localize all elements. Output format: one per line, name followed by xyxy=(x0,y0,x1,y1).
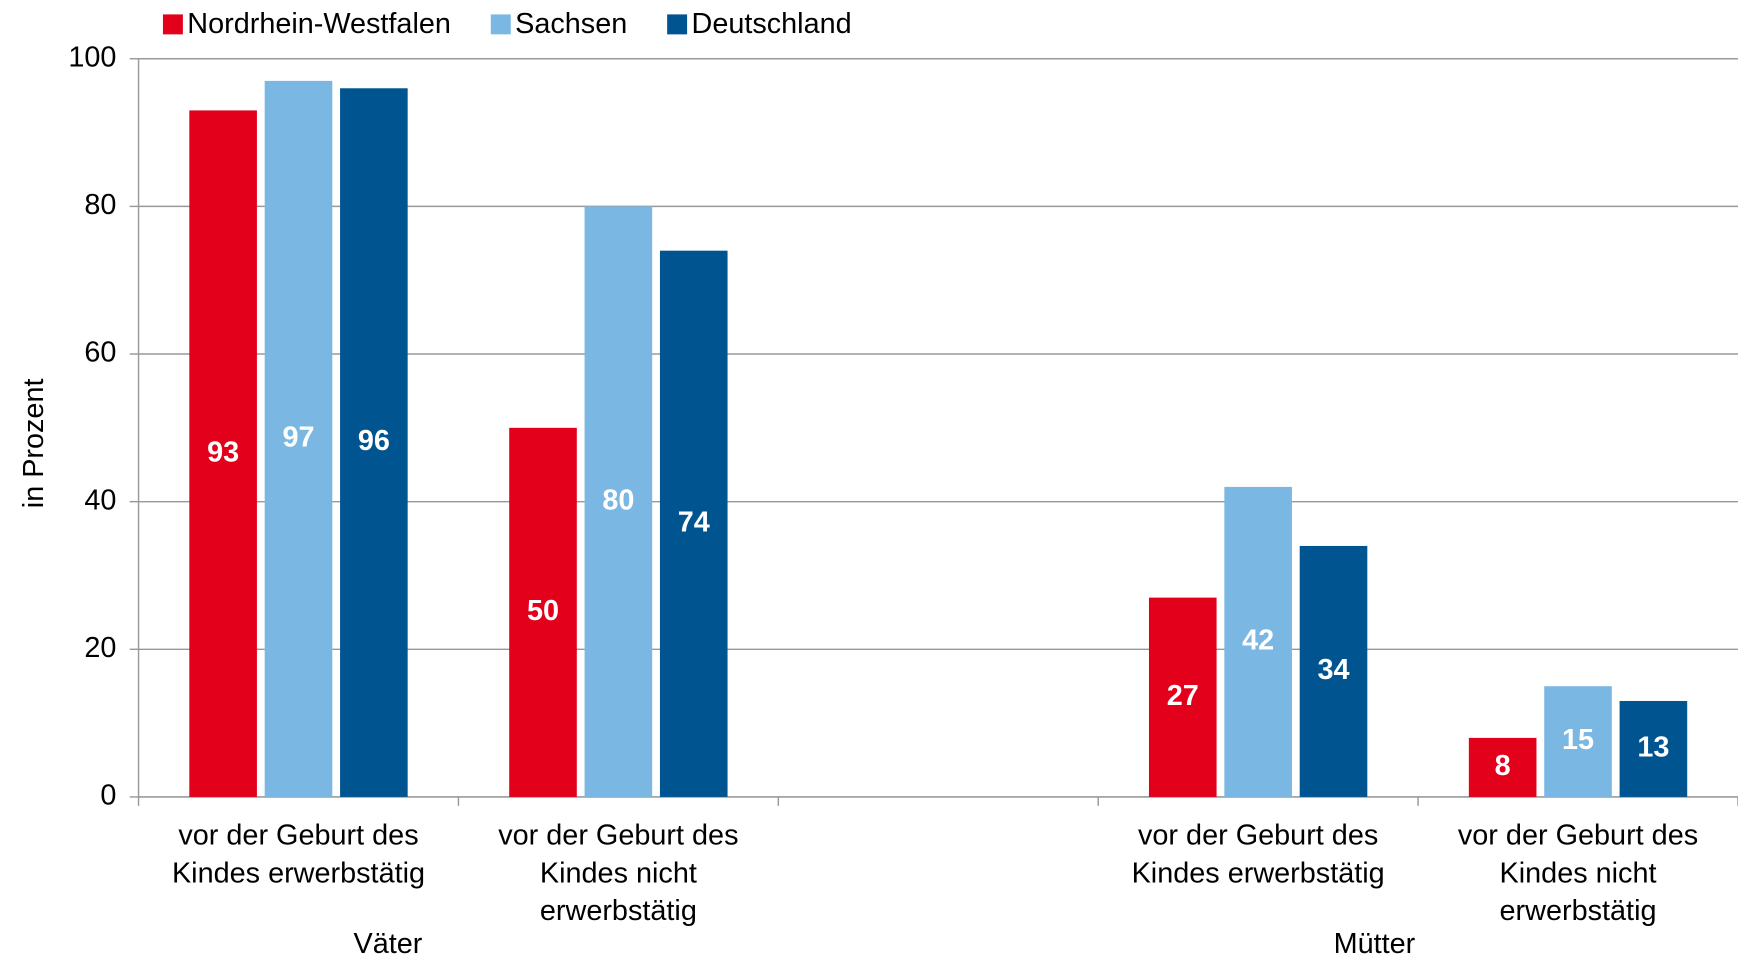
bar xyxy=(1148,597,1217,797)
y-tick-label: 80 xyxy=(84,189,116,221)
legend-label: Sachsen xyxy=(515,8,627,40)
x-tick-label: vor der Geburt des Kindes erwerbstätig xyxy=(171,817,426,889)
x-tick-label: vor der Geburt des Kindes nicht erwerbst… xyxy=(1457,817,1699,927)
data-label: 15 xyxy=(1562,724,1594,756)
data-label: 74 xyxy=(678,506,710,538)
legend-swatch xyxy=(667,14,688,35)
bar xyxy=(1299,545,1368,797)
data-label: 13 xyxy=(1637,732,1669,764)
x-tick-label: vor der Geburt des Kindes erwerbstätig xyxy=(1131,817,1385,889)
group-label: Väter xyxy=(353,926,423,960)
y-tick-label: 60 xyxy=(84,337,116,369)
data-label: 80 xyxy=(602,484,634,516)
data-label: 42 xyxy=(1242,625,1274,657)
y-tick-label: 0 xyxy=(100,780,116,812)
x-tick-label: vor der Geburt des Kindes nicht erwerbst… xyxy=(498,817,739,927)
y-tick-label: 20 xyxy=(84,632,116,664)
bar xyxy=(340,88,408,797)
bar xyxy=(1544,686,1612,797)
data-label: 96 xyxy=(358,425,390,457)
group-label: Mütter xyxy=(1333,926,1416,960)
data-label: 97 xyxy=(282,422,314,454)
data-label: 34 xyxy=(1318,654,1350,686)
bar xyxy=(1224,486,1292,797)
data-label: 27 xyxy=(1167,680,1199,712)
legend-swatch xyxy=(490,14,511,35)
legend-swatch xyxy=(162,14,183,35)
y-tick-label: 40 xyxy=(84,484,116,516)
y-tick-label: 100 xyxy=(68,41,116,73)
bar xyxy=(1619,700,1688,797)
bar xyxy=(1468,737,1537,797)
data-label: 50 xyxy=(527,595,559,627)
data-label: 93 xyxy=(207,436,239,468)
y-axis-title: in Prozent xyxy=(18,379,50,509)
bar xyxy=(584,206,653,797)
bar xyxy=(509,427,577,797)
data-label: 8 xyxy=(1495,750,1511,782)
legend-label: Nordrhein-Westfalen xyxy=(187,8,451,40)
bar xyxy=(264,80,333,797)
legend-label: Deutschland xyxy=(692,8,852,40)
bar xyxy=(189,110,257,797)
bar xyxy=(659,250,728,797)
